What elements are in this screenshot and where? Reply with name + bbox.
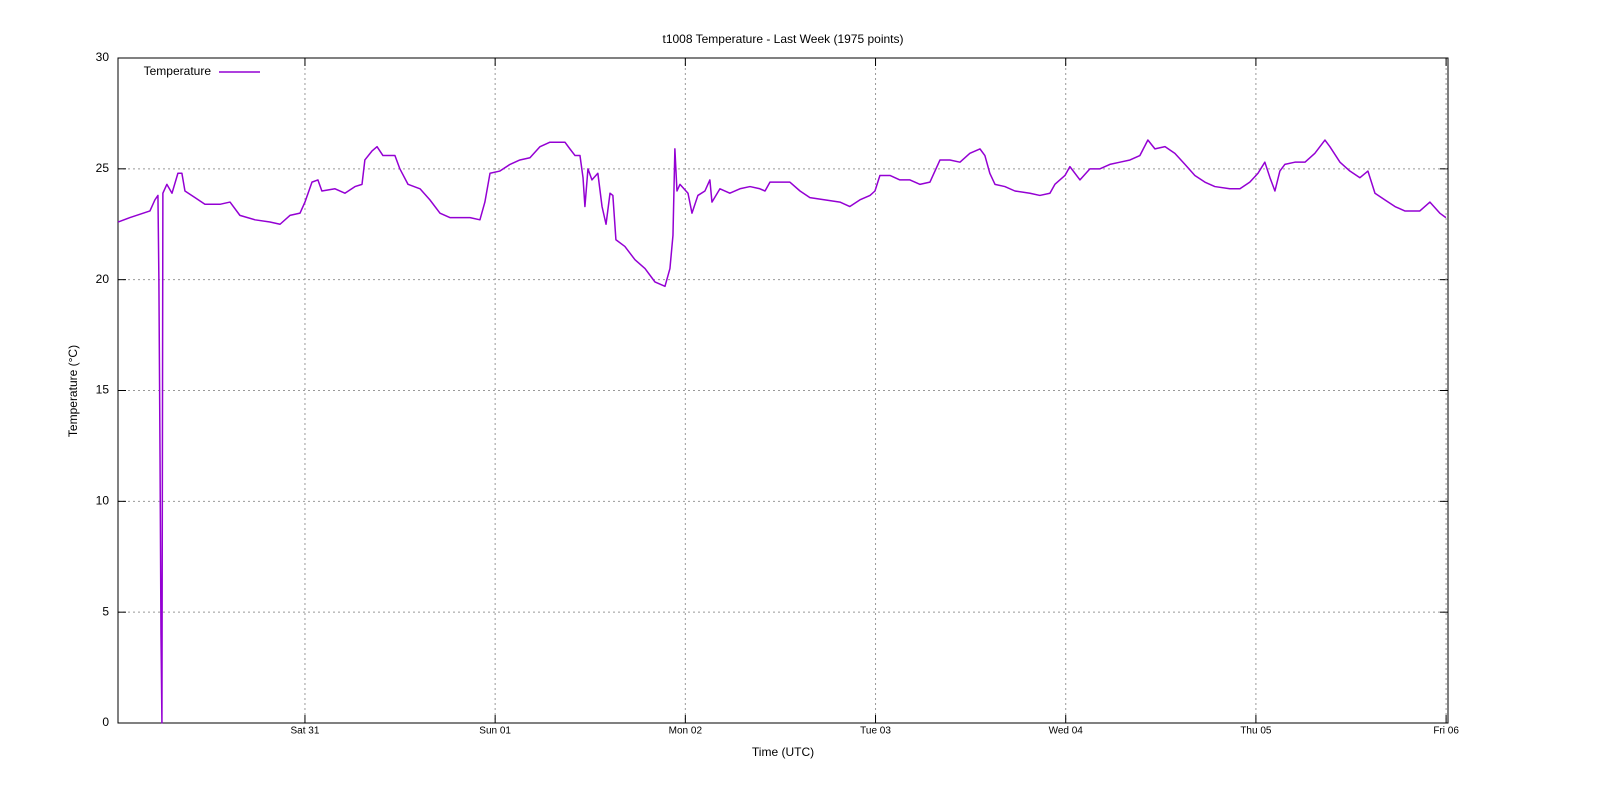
y-tick-label: 25 (96, 161, 110, 175)
x-tick-label: Wed 04 (1049, 726, 1084, 737)
x-tick-label: Sat 31 (290, 726, 319, 737)
y-tick-label: 0 (102, 715, 109, 729)
y-tick-label: 30 (96, 50, 110, 64)
chart-title: t1008 Temperature - Last Week (1975 poin… (662, 32, 903, 46)
x-tick-label: Fri 06 (1433, 726, 1459, 737)
y-tick-label: 10 (96, 494, 110, 508)
x-tick-label: Thu 05 (1240, 726, 1272, 737)
x-tick-label: Sun 01 (479, 726, 511, 737)
plot-frame (117, 57, 1449, 724)
y-tick-label: 20 (96, 272, 110, 286)
x-axis-label: Time (UTC) (752, 745, 814, 759)
y-tick-label: 15 (96, 383, 110, 397)
y-tick-label: 5 (102, 604, 109, 618)
legend-label: Temperature (144, 64, 212, 78)
x-tick-label: Mon 02 (669, 726, 703, 737)
x-tick-label: Tue 03 (860, 726, 891, 737)
y-axis-label: Temperature (°C) (66, 345, 80, 437)
temperature-line (117, 139, 1447, 724)
